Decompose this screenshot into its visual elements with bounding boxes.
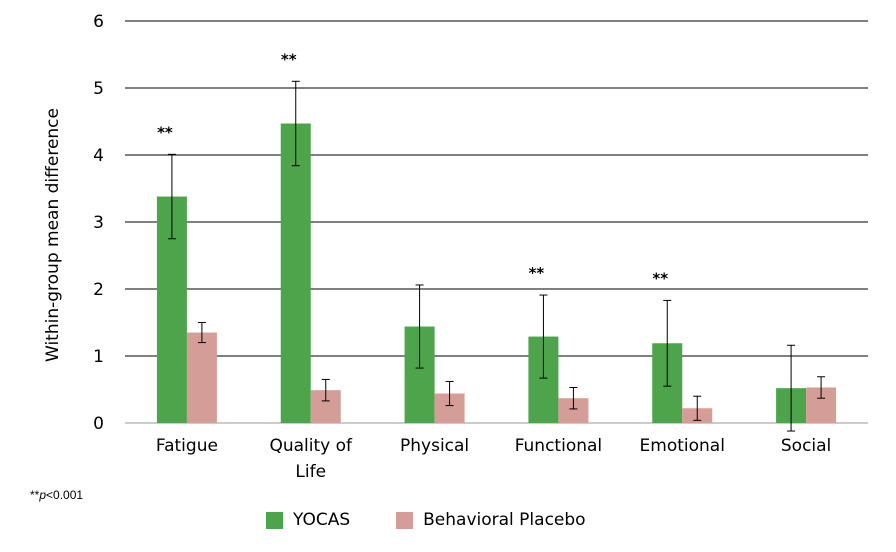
y-tick-label: 0 [93, 414, 104, 434]
x-tick-label: Physical [400, 436, 469, 456]
y-tick-label: 6 [93, 12, 104, 32]
bar-chart: 0 1 2 3 4 5 6 ** ** ** ** Fatigue Quality of Life Ph… [43, 12, 868, 482]
y-tick-label: 5 [93, 79, 104, 99]
legend: YOCAS Behavioral Placebo [266, 510, 632, 530]
bar [186, 332, 217, 423]
y-axis-label: Within-group mean difference [43, 108, 63, 362]
error-bars [167, 80, 826, 432]
x-tick-label: Social [781, 436, 831, 456]
legend-item-behavioral-placebo: Behavioral Placebo [396, 510, 586, 530]
x-tick-labels: Fatigue Quality of Life Physical Functional E… [156, 436, 831, 482]
significance-marker: ** [652, 269, 668, 287]
x-tick-label: Fatigue [156, 436, 218, 456]
legend-swatch-yocas [266, 511, 283, 529]
gridlines [125, 20, 868, 424]
y-tick-labels: 0 1 2 3 4 5 6 [93, 12, 104, 434]
x-tick-label: Quality of [269, 436, 353, 456]
y-tick-label: 2 [93, 280, 104, 300]
legend-swatch-behavioral-placebo [396, 511, 414, 529]
significance-marker: ** [157, 123, 173, 141]
significance-markers: ** ** ** ** [157, 50, 668, 287]
bar [280, 123, 311, 423]
y-tick-label: 3 [93, 213, 104, 233]
significance-footnote: **p<0.001 [30, 488, 83, 502]
legend-label-yocas: YOCAS [293, 510, 351, 530]
bars [156, 123, 837, 423]
legend-label-behavioral-placebo: Behavioral Placebo [423, 510, 586, 530]
significance-marker: ** [281, 50, 297, 68]
x-tick-label: Life [295, 462, 326, 482]
y-tick-label: 1 [93, 347, 104, 367]
footnote-threshold: <0.001 [46, 488, 84, 502]
x-tick-label: Emotional [640, 436, 725, 456]
x-tick-label: Functional [515, 436, 602, 456]
footnote-p: p [39, 488, 47, 502]
legend-item-yocas: YOCAS [266, 510, 350, 530]
significance-marker: ** [529, 264, 545, 282]
y-tick-label: 4 [93, 146, 104, 166]
footnote-stars: ** [30, 488, 40, 502]
